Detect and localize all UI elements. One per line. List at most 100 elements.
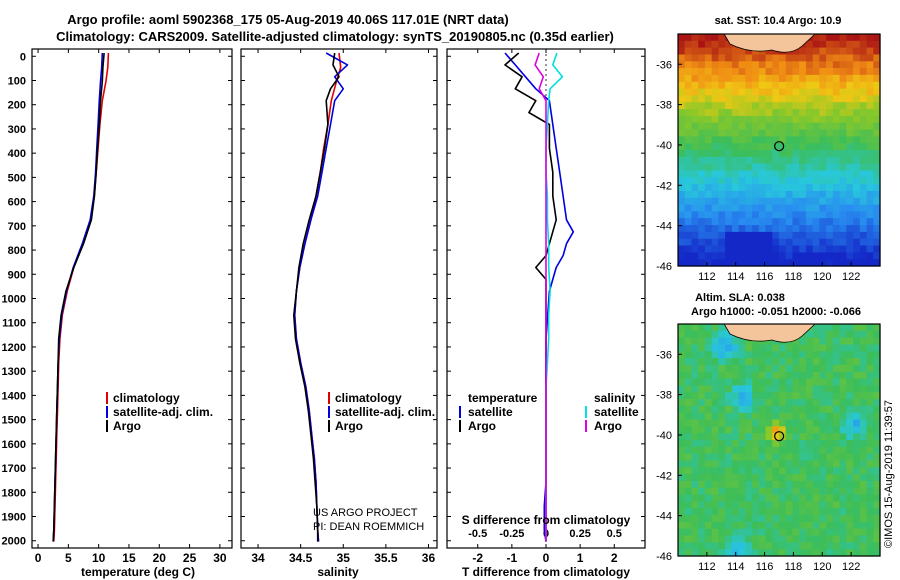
map-cell <box>684 95 692 103</box>
map-cell <box>711 34 719 42</box>
map-cell <box>758 81 767 90</box>
map-cell <box>725 156 733 165</box>
map-cell <box>826 259 834 267</box>
map-cell <box>799 252 807 260</box>
map-cell <box>765 150 773 158</box>
map-cell <box>678 177 686 185</box>
map-cell <box>704 184 713 192</box>
map-cell <box>725 136 733 144</box>
map-cell <box>792 521 800 530</box>
legend-argo: Argo <box>113 419 141 433</box>
map-cell <box>684 364 692 373</box>
map-cell <box>799 47 807 55</box>
map-cell <box>691 259 699 267</box>
x-tick-label: 35 <box>337 551 351 565</box>
map-cell <box>698 34 706 42</box>
map-cell <box>799 358 807 366</box>
map-cell <box>725 143 733 151</box>
map-cell <box>832 385 841 393</box>
map-cell <box>846 74 854 83</box>
y-tick-label: 1600 <box>2 439 26 451</box>
map-cell <box>832 47 841 55</box>
map-cell <box>826 494 834 502</box>
map-cell <box>859 74 868 83</box>
map-cell <box>853 211 861 219</box>
map-cell <box>711 433 719 441</box>
map-cell <box>785 371 793 380</box>
map-cell <box>859 453 868 461</box>
map-cell <box>698 252 706 260</box>
map-cell <box>718 494 726 502</box>
map-cell <box>678 467 686 475</box>
map-cell <box>792 81 800 90</box>
map-cell <box>839 453 847 461</box>
map-cell <box>859 399 868 407</box>
map-cell <box>725 501 733 509</box>
map-cell <box>846 102 854 110</box>
map-cell <box>779 68 787 76</box>
map-cell <box>704 211 713 219</box>
map-cell <box>752 385 760 393</box>
map-cell <box>745 184 753 192</box>
map-cell <box>785 364 793 373</box>
map-cell <box>819 358 827 366</box>
map-cell <box>758 480 767 489</box>
map-cell <box>779 177 787 185</box>
map-cell <box>758 197 767 206</box>
map-cell <box>704 337 713 345</box>
map-cell <box>691 494 699 502</box>
map-cell <box>725 115 733 124</box>
map-cell <box>859 405 868 414</box>
map-cell <box>846 218 854 226</box>
map-cell <box>812 358 820 366</box>
map-cell <box>704 453 713 461</box>
map-cell <box>799 218 807 226</box>
map-cell <box>678 129 686 137</box>
map-cell <box>718 238 726 247</box>
map-cell <box>711 115 719 124</box>
map-cell <box>752 440 760 448</box>
map-cell <box>779 528 787 537</box>
map-cell <box>718 170 726 178</box>
map-cell <box>873 324 881 332</box>
map-cell <box>772 143 780 151</box>
legend-sal-argo: Argo <box>594 419 622 433</box>
map-cell <box>745 197 753 206</box>
map-cell <box>832 184 841 192</box>
map-cell <box>799 81 807 90</box>
map-cell <box>725 515 733 523</box>
map-cell <box>691 143 699 151</box>
map-cell <box>752 197 760 206</box>
y-tick-label: -36 <box>656 59 672 71</box>
map-cell <box>718 460 726 468</box>
map-cell <box>873 245 881 253</box>
map-cell <box>819 521 827 530</box>
map-cell <box>799 184 807 192</box>
map-cell <box>684 204 692 212</box>
map-cell <box>826 34 834 42</box>
map-cell <box>738 535 746 543</box>
map-cell <box>785 197 793 206</box>
map-cell <box>718 528 726 537</box>
map-cell <box>678 392 686 400</box>
map-cell <box>859 170 868 178</box>
map-cell <box>711 480 719 489</box>
map-cell <box>826 405 834 414</box>
map-cell <box>765 467 773 475</box>
map-cell <box>866 102 874 110</box>
map-cell <box>866 474 874 482</box>
map-cell <box>873 392 881 400</box>
map-cell <box>832 337 841 345</box>
map-cell <box>745 392 753 400</box>
map-cell <box>853 351 861 359</box>
map-cell <box>846 88 854 96</box>
map-cell <box>752 508 760 516</box>
map-cell <box>772 501 780 509</box>
map-cell <box>826 54 834 62</box>
map-cell <box>691 515 699 523</box>
map-cell <box>779 446 787 455</box>
map-cell <box>839 136 847 144</box>
map-cell <box>691 453 699 461</box>
map-cell <box>752 412 760 421</box>
map-cell <box>772 68 780 76</box>
